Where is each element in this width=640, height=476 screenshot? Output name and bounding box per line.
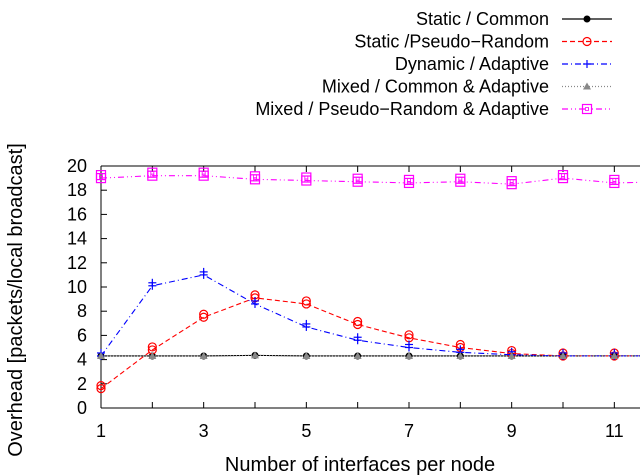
data-point bbox=[147, 342, 157, 352]
x-tick-label: 7 bbox=[404, 421, 414, 441]
legend-marker bbox=[581, 103, 593, 115]
data-point bbox=[353, 351, 362, 359]
data-point bbox=[97, 351, 105, 359]
data-point bbox=[96, 381, 106, 391]
data-point bbox=[302, 351, 311, 359]
y-tick-label: 18 bbox=[67, 180, 87, 200]
y-tick-label: 14 bbox=[67, 229, 87, 249]
x-tick-label: 9 bbox=[507, 421, 517, 441]
data-point bbox=[198, 167, 209, 178]
data-point bbox=[455, 173, 466, 184]
data-point bbox=[456, 351, 465, 359]
data-point bbox=[302, 319, 311, 328]
axes: 0 2 4 6 8 10 12 14 16 18 20 1 3 5 7 9 11 bbox=[67, 156, 640, 441]
data-point bbox=[405, 340, 413, 349]
legend-entry-1: Static / Common bbox=[416, 9, 612, 29]
data-point bbox=[353, 316, 363, 327]
data-point bbox=[507, 351, 516, 359]
data-point bbox=[148, 278, 157, 287]
series-2 bbox=[96, 290, 640, 394]
data-point bbox=[95, 170, 107, 181]
legend-label: Static / Common bbox=[416, 9, 549, 29]
y-tick-label: 16 bbox=[67, 204, 87, 224]
y-tick-label: 0 bbox=[77, 398, 87, 418]
series-5 bbox=[95, 167, 640, 190]
legend-entry-3: Dynamic / Adaptive bbox=[395, 54, 612, 74]
data-point bbox=[96, 384, 106, 394]
y-tick-label: 20 bbox=[67, 156, 87, 176]
data-point bbox=[301, 299, 311, 309]
series-line bbox=[100, 297, 640, 390]
x-tick-label: 5 bbox=[301, 421, 311, 441]
data-point bbox=[199, 351, 208, 359]
x-tick-label: 11 bbox=[605, 421, 624, 441]
data-point bbox=[199, 312, 209, 322]
series-line bbox=[101, 354, 640, 357]
data-point bbox=[301, 172, 312, 183]
x-tick-label: 1 bbox=[96, 421, 106, 441]
legend-entry-4: Mixed / Common & Adaptive bbox=[322, 77, 612, 97]
legend: Static / Common Static /Pseudo−RandomDyna… bbox=[255, 9, 612, 119]
data-point bbox=[403, 174, 415, 186]
data-point bbox=[404, 330, 414, 340]
data-point bbox=[199, 309, 209, 319]
series-layer bbox=[95, 167, 640, 394]
legend-label: Static /Pseudo−Random bbox=[354, 32, 549, 52]
series-line bbox=[100, 175, 640, 185]
data-point bbox=[301, 296, 311, 306]
data-point bbox=[405, 351, 413, 359]
x-tick-label: 3 bbox=[199, 421, 209, 441]
data-point bbox=[249, 171, 261, 182]
data-point bbox=[251, 351, 259, 359]
data-point bbox=[610, 351, 619, 359]
legend-entry-2: Static /Pseudo−Random bbox=[354, 32, 612, 52]
legend-label: Mixed / Common & Adaptive bbox=[322, 77, 549, 97]
data-point bbox=[147, 167, 158, 178]
legend-label: Mixed / Pseudo−Random & Adaptive bbox=[255, 99, 549, 119]
y-tick-label: 8 bbox=[77, 301, 87, 321]
x-axis-label: Number of interfaces per node bbox=[225, 454, 495, 476]
y-tick-label: 6 bbox=[77, 325, 87, 345]
legend-label: Dynamic / Adaptive bbox=[395, 54, 549, 74]
data-point bbox=[353, 333, 362, 342]
legend-marker bbox=[583, 15, 591, 23]
data-point bbox=[557, 170, 569, 181]
y-tick-label: 10 bbox=[67, 277, 87, 297]
legend-entry-5: Mixed / Pseudo−Random & Adaptive bbox=[255, 99, 612, 119]
data-point bbox=[609, 174, 620, 186]
y-tick-label: 4 bbox=[77, 350, 87, 370]
series-3 bbox=[97, 267, 640, 360]
y-tick-label: 2 bbox=[77, 374, 87, 394]
data-point bbox=[199, 267, 208, 276]
data-point bbox=[148, 351, 157, 359]
data-point bbox=[353, 319, 363, 330]
legend-marker bbox=[583, 60, 591, 68]
data-point bbox=[506, 176, 517, 187]
y-axis-label: Overhead [packets/local broadcast] bbox=[5, 143, 27, 457]
data-point bbox=[559, 351, 567, 359]
series-line bbox=[100, 274, 640, 357]
series-4 bbox=[97, 351, 640, 359]
legend-marker bbox=[582, 36, 592, 47]
data-point bbox=[251, 296, 259, 305]
legend-marker bbox=[583, 82, 591, 90]
y-tick-label: 12 bbox=[67, 253, 87, 273]
data-point bbox=[352, 173, 363, 184]
